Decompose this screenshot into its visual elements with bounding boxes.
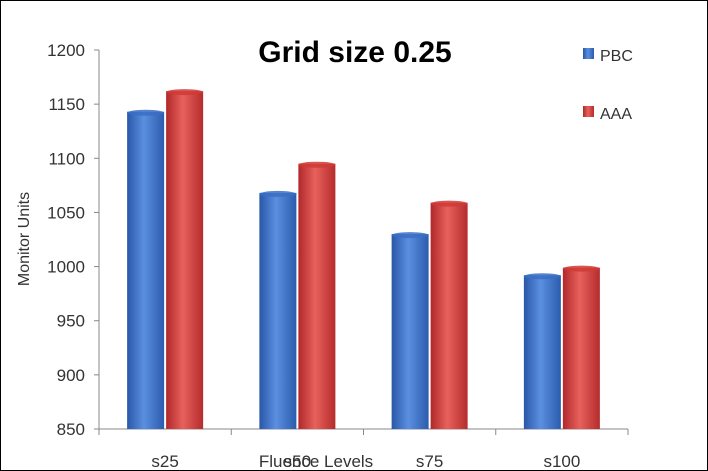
bar-body (523, 275, 561, 429)
y-tick-label: 850 (57, 420, 85, 439)
bar-cap (166, 89, 204, 96)
x-tick-labels: s25 s50 s75 s100 (98, 429, 629, 471)
bar-body (166, 91, 204, 430)
bar-body (259, 192, 297, 429)
y-tick-label: 900 (57, 366, 85, 385)
legend-swatch-pbc (583, 48, 594, 59)
bar-aaa-s100 (562, 265, 600, 429)
legend-swatch-aaa (583, 106, 594, 117)
legend-label-aaa: AAA (600, 106, 632, 123)
y-tick-label: 950 (57, 312, 85, 331)
x-tick-label-s50: s50 (284, 452, 311, 471)
bar-body (391, 234, 429, 429)
y-tick-label: 1050 (47, 203, 85, 222)
bar-cap (127, 109, 165, 116)
bar-cap (430, 200, 468, 207)
y-tick-label: 1200 (47, 41, 85, 60)
bar-aaa-s50 (298, 161, 336, 429)
legend: PBC AAA (583, 48, 633, 123)
y-tick-label: 1100 (48, 149, 85, 168)
bar-aaa-s75 (430, 200, 468, 429)
y-tick-label: 1150 (48, 95, 85, 114)
bar-cap (562, 265, 600, 272)
x-axis-label: Fluence Levels (259, 452, 373, 471)
legend-label-pbc: PBC (600, 48, 633, 65)
x-tick-label-s100: s100 (543, 452, 580, 471)
bar-pbc-s50 (259, 190, 297, 429)
bar-cap (523, 273, 561, 280)
bar-body (430, 202, 468, 429)
x-tick-label-s75: s75 (416, 452, 443, 471)
bar-body (562, 267, 600, 429)
bars (127, 89, 600, 430)
bar-body (298, 163, 336, 429)
bar-pbc-s100 (523, 273, 561, 429)
y-axis-label: Monitor Units (16, 192, 33, 286)
x-tick-label-s25: s25 (151, 452, 178, 471)
chart-title: Grid size 0.25 (258, 36, 451, 69)
bar-cap (298, 161, 336, 168)
bar-pbc-s25 (127, 109, 165, 430)
bar-aaa-s25 (166, 89, 204, 430)
bar-body (127, 111, 165, 430)
y-tick-labels: 850 900 950 1000 1050 1100 1150 1200 (47, 41, 99, 439)
bar-cap (391, 232, 429, 239)
bar-pbc-s75 (391, 232, 429, 429)
bar-cap (259, 190, 297, 197)
y-tick-label: 1000 (47, 258, 85, 277)
